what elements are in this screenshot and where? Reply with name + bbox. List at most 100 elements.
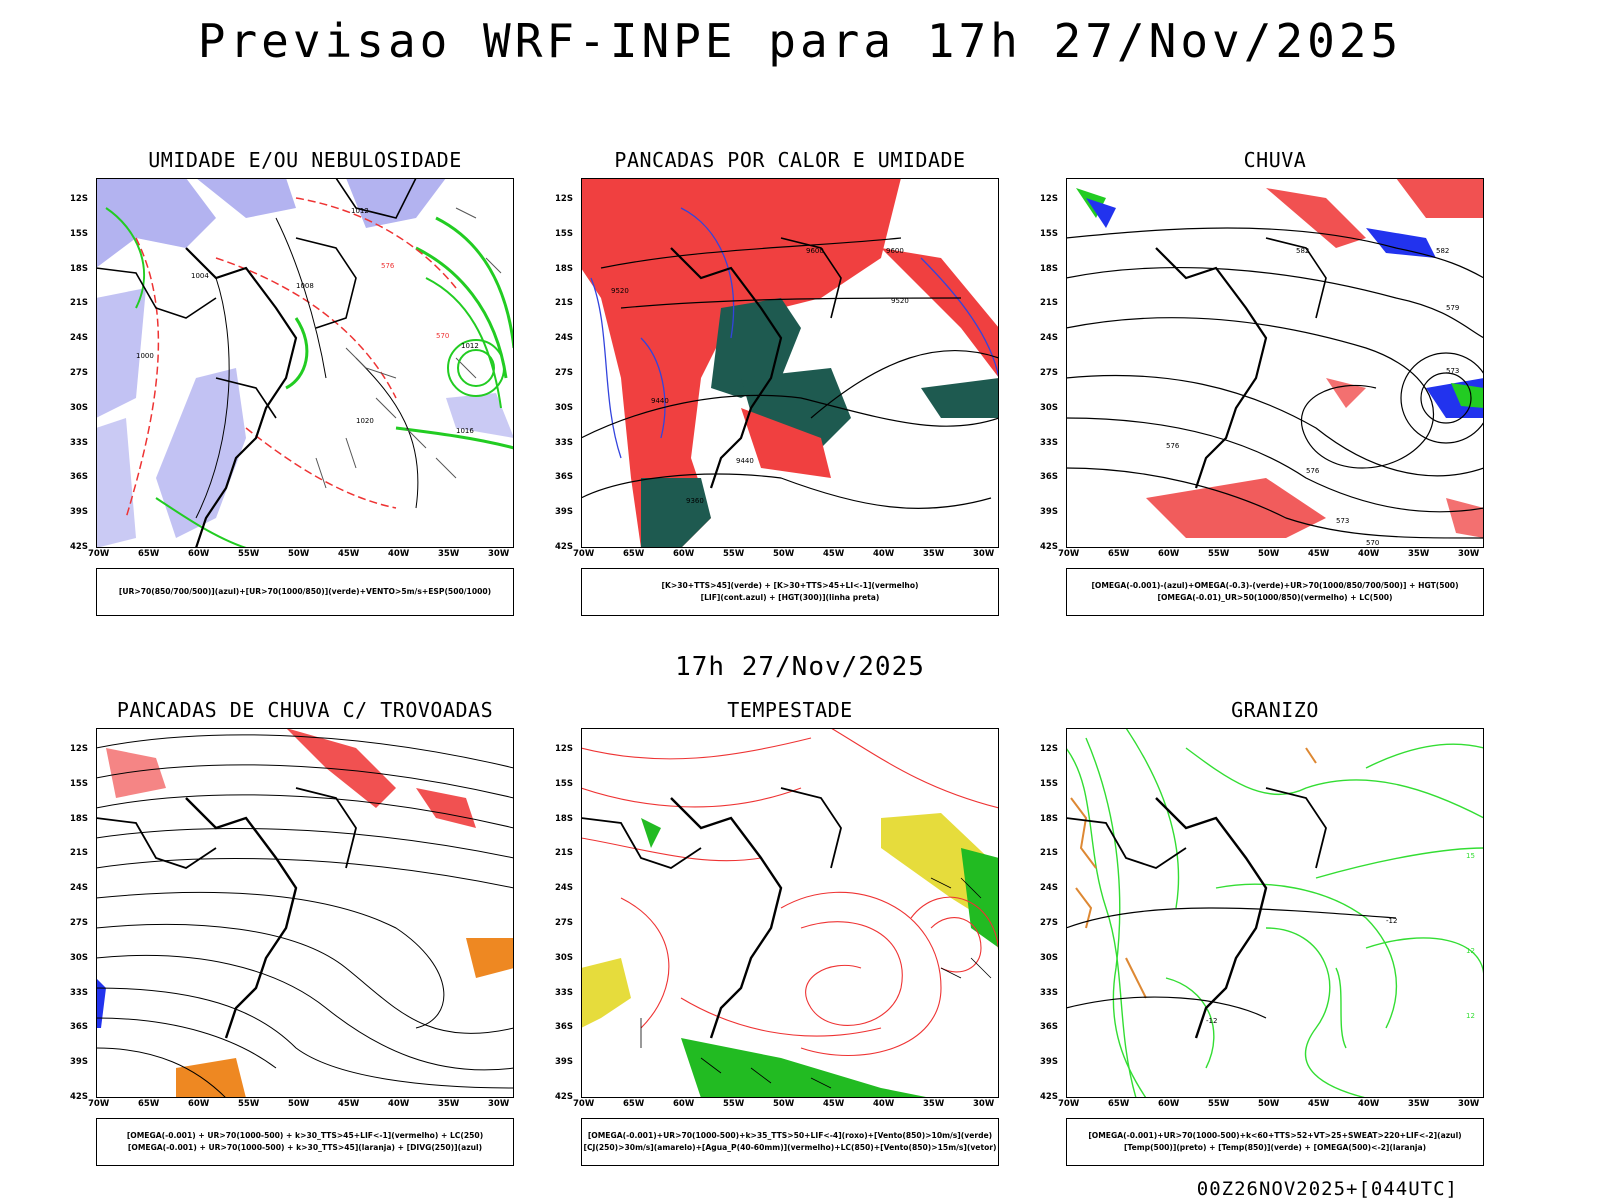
lat-tick-label: 36S (70, 472, 88, 483)
lat-tick-label: 30S (555, 952, 573, 963)
lon-tick-label: 30W (973, 1099, 995, 1109)
contour-label: 573 (1446, 367, 1459, 375)
legend: [OMEGA(-0.001)+UR>70(1000-500)+k<60+TTS>… (1066, 1118, 1484, 1166)
legend-line: [Temp(500)](preto) + [Temp(850)](verde) … (1123, 1143, 1427, 1152)
map-chuva: 582 582 579 576 573 576 573 570 (1066, 178, 1484, 548)
contour-label: 570 (436, 332, 449, 340)
legend: [OMEGA(-0.001) + UR>70(1000-500) + k>30_… (96, 1118, 514, 1166)
lat-tick-label: 42S (70, 1092, 88, 1102)
lon-tick-label: 65W (623, 549, 645, 559)
lat-tick-label: 42S (1040, 1092, 1058, 1102)
contour-label: 570 (1366, 539, 1379, 547)
lat-tick-label: 30S (1040, 952, 1058, 963)
subtitle: 17h 27/Nov/2025 (675, 652, 925, 682)
legend-line: [UR>70(850/700/500)](azul)+[UR>70(1000/8… (118, 587, 492, 596)
lat-tick-label: 15S (555, 778, 573, 789)
lon-tick-label: 60W (188, 1099, 210, 1109)
lat-tick-label: 21S (555, 298, 573, 309)
lat-tick-label: 12S (1040, 194, 1058, 204)
legend-line: [OMEGA(-0.001) + UR>70(1000-500) + k>30_… (127, 1143, 483, 1152)
lat-tick-label: 24S (70, 883, 88, 894)
map-granizo: -12 -12 12 15 12 (1066, 728, 1484, 1098)
legend-line: [CJ(250)>30m/s](amarelo)+[Agua_P(40-60mm… (583, 1143, 997, 1152)
lon-tick-label: 55W (1208, 549, 1230, 559)
lat-tick-label: 42S (555, 542, 573, 552)
lat-tick-label: 18S (70, 813, 88, 824)
lon-tick-label: 35W (1408, 549, 1430, 559)
lat-tick-label: 18S (70, 263, 88, 274)
lat-tick-label: 36S (1040, 1022, 1058, 1033)
lat-tick-label: 24S (555, 333, 573, 344)
lon-tick-label: 55W (723, 1099, 745, 1109)
lon-tick-label: 45W (823, 1099, 845, 1109)
lat-tick-label: 18S (555, 263, 573, 274)
lat-tick-label: 27S (555, 368, 573, 378)
legend-line: [OMEGA(-0.001) + UR>70(1000-500) + k>30_… (126, 1131, 484, 1140)
lon-tick-label: 65W (623, 1099, 645, 1109)
lat-tick-label: 12S (1040, 744, 1058, 754)
lat-tick-label: 15S (555, 228, 573, 239)
lon-tick-label: 55W (1208, 1099, 1230, 1109)
lat-tick-label: 27S (1040, 368, 1058, 378)
lat-tick-label: 36S (1040, 472, 1058, 483)
lon-tick-label: 60W (1158, 1099, 1180, 1109)
lat-tick-label: 33S (555, 987, 573, 998)
contour-label: 1020 (356, 417, 374, 425)
lon-tick-label: 45W (338, 1099, 360, 1109)
main-title: Previsao WRF-INPE para 17h 27/Nov/2025 (197, 14, 1403, 68)
contour-label: 576 (1166, 442, 1180, 450)
map-pancadas-trovoadas (96, 728, 514, 1098)
panel-title: PANCADAS DE CHUVA C/ TROVOADAS (116, 698, 494, 722)
lon-tick-label: 40W (1358, 549, 1380, 559)
lat-tick-label: 30S (70, 952, 88, 963)
lon-tick-label: 35W (438, 549, 460, 559)
lon-tick-label: 30W (1458, 1099, 1480, 1109)
lon-tick-label: 55W (238, 1099, 260, 1109)
contour-label: -12 (1206, 1017, 1217, 1025)
legend-line: [OMEGA(-0.001)-(azul)+OMEGA(-0.3)-(verde… (1091, 581, 1459, 590)
lat-tick-label: 39S (1040, 1057, 1058, 1068)
lon-tick-label: 50W (288, 549, 310, 559)
lat-tick-label: 27S (1040, 918, 1058, 928)
lon-tick-label: 65W (1108, 549, 1130, 559)
lon-tick-label: 35W (923, 1099, 945, 1109)
lat-tick-label: 18S (1040, 813, 1058, 824)
map-umidade: 1012 1004 1008 1000 1020 1012 1016 576 5… (96, 178, 514, 548)
panel-title: GRANIZO (1231, 698, 1319, 722)
contour-label: 9600 (806, 247, 824, 255)
lat-tick-label: 36S (555, 472, 573, 483)
contour-label: 579 (1446, 304, 1459, 312)
lon-tick-label: 35W (923, 549, 945, 559)
panel-granizo: GRANIZO -12 -12 12 15 (1022, 698, 1484, 1198)
lon-tick-label: 70W (573, 549, 595, 559)
lat-tick-label: 33S (70, 987, 88, 998)
contour-label: 9440 (736, 457, 754, 465)
contour-label: 12 (1466, 1012, 1475, 1020)
lon-tick-label: 40W (388, 549, 410, 559)
contour-label: 576 (1306, 467, 1320, 475)
lat-tick-label: 30S (1040, 402, 1058, 413)
lon-tick-label: 45W (1308, 549, 1330, 559)
contour-label: 1012 (351, 207, 369, 215)
legend-line: [OMEGA(-0.001)+UR>70(1000-500)+k<60+TTS>… (1088, 1131, 1462, 1140)
contour-label: 9520 (611, 287, 629, 295)
lat-tick-label: 24S (555, 883, 573, 894)
legend-line: [OMEGA(-0.01)_UR>50(1000/850)(vermelho) … (1157, 593, 1393, 602)
lon-tick-label: 70W (88, 549, 110, 559)
lon-tick-label: 50W (773, 549, 795, 559)
contour-label: 9600 (886, 247, 904, 255)
lon-tick-label: 30W (973, 549, 995, 559)
contour-label: 1012 (461, 342, 479, 350)
legend: [OMEGA(-0.001)+UR>70(1000-500)+k>35_TTS>… (581, 1118, 999, 1166)
lat-tick-label: 15S (70, 778, 88, 789)
lat-tick-label: 12S (70, 744, 88, 754)
lat-tick-label: 33S (70, 437, 88, 448)
lon-tick-label: 35W (438, 1099, 460, 1109)
panel-title: PANCADAS POR CALOR E UMIDADE (614, 148, 966, 172)
legend-line: [OMEGA(-0.001)+UR>70(1000-500)+k>35_TTS>… (587, 1131, 993, 1140)
lat-tick-label: 39S (1040, 507, 1058, 518)
lon-tick-label: 65W (138, 549, 160, 559)
contour-label: 582 (1296, 247, 1309, 255)
panel-tempestade: TEMPESTADE (537, 698, 999, 1198)
lat-tick-label: 15S (70, 228, 88, 239)
